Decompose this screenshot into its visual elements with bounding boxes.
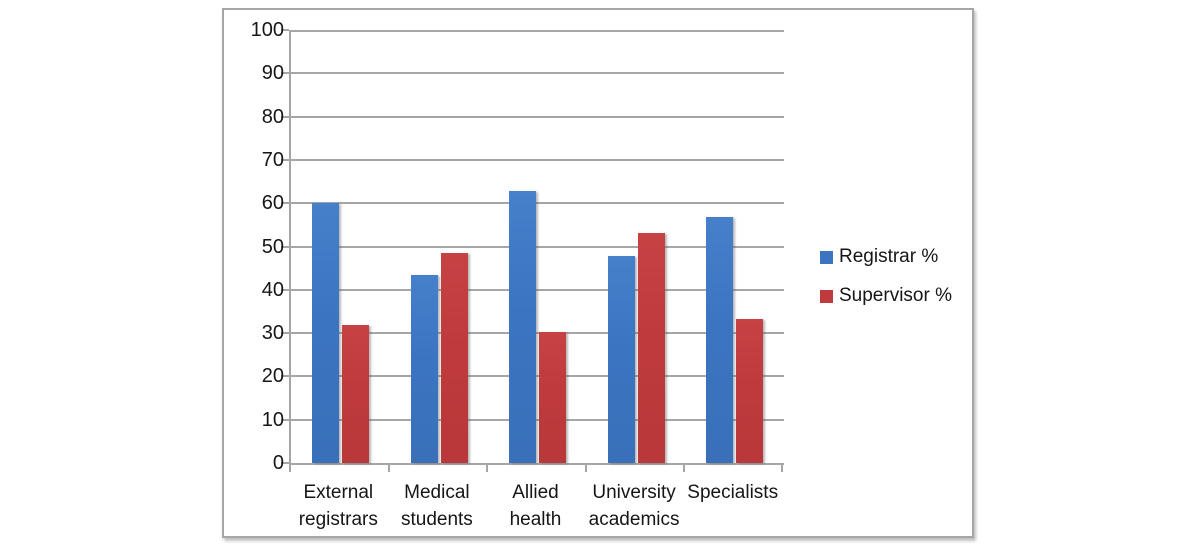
x-axis-tick-0: [289, 465, 291, 472]
y-axis-tick-40: [281, 288, 289, 291]
x-axis-label-specialists: Specialists: [687, 482, 779, 503]
y-axis-label-70: 70: [261, 148, 284, 171]
y-axis-tick-10: [281, 418, 289, 421]
y-axis-tick-100: [281, 29, 289, 31]
legend-item-registrar: Registrar %: [820, 244, 952, 270]
y-axis-label-20: 20: [261, 365, 284, 388]
y-axis-label-60: 60: [261, 192, 284, 215]
x-axis-tick-1: [387, 465, 390, 472]
y-axis-tick-30: [281, 332, 289, 335]
bar-registrar-allied-health: [509, 191, 537, 463]
bar-supervisor-external-registrars: [342, 325, 369, 463]
y-axis-tick-60: [281, 202, 289, 205]
gridline-10: [291, 418, 784, 421]
x-axis-label-allied-health: Allied health: [509, 482, 562, 530]
bar-registrar-specialists: [706, 217, 734, 463]
y-axis-label-10: 10: [261, 408, 284, 431]
y-axis-label-30: 30: [261, 322, 284, 345]
y-axis-label-80: 80: [261, 105, 284, 128]
x-axis-tick-5: [781, 465, 783, 472]
bar-registrar-external-registrars: [312, 203, 339, 463]
plot-area: [289, 30, 784, 465]
chart-frame: 0 10 20 30 40 50 60 70 80 90 100 External registra…: [222, 8, 974, 538]
gridline-70: [291, 158, 784, 161]
gridline-30: [291, 332, 784, 335]
y-axis-tick-0: [281, 462, 289, 464]
bar-registrar-university-academics: [607, 256, 635, 463]
gridline-50: [291, 245, 784, 248]
x-axis-tick-2: [486, 465, 489, 472]
gridline-20: [291, 375, 784, 378]
x-axis-label-university-academics: University academics: [588, 482, 680, 530]
x-axis-tick-3: [584, 465, 587, 472]
bar-registrar-medical-students: [410, 274, 438, 463]
bar-supervisor-specialists: [736, 318, 764, 463]
legend-label-registrar: Registrar %: [839, 246, 939, 267]
legend: Registrar % Supervisor %: [820, 244, 952, 322]
y-axis-tick-80: [281, 115, 289, 118]
y-axis-label-100: 100: [250, 19, 284, 41]
y-axis-tick-50: [281, 245, 289, 248]
legend-item-supervisor: Supervisor %: [820, 283, 952, 309]
y-axis-tick-70: [281, 158, 289, 161]
gridline-100: [291, 30, 784, 32]
y-axis-tick-90: [281, 72, 289, 75]
legend-swatch-registrar-icon: [820, 250, 833, 264]
legend-swatch-supervisor-icon: [820, 289, 833, 303]
y-axis-label-90: 90: [261, 62, 284, 85]
y-axis-tick-20: [281, 375, 289, 378]
gridline-80: [291, 115, 784, 118]
gridline-40: [291, 288, 784, 291]
gridline-90: [291, 72, 784, 75]
bar-supervisor-university-academics: [637, 233, 665, 463]
y-axis-label-50: 50: [261, 235, 284, 258]
bar-supervisor-allied-health: [539, 331, 567, 463]
y-axis-label-0: 0: [272, 452, 284, 474]
gridline-60: [291, 202, 784, 205]
bar-supervisor-medical-students: [440, 253, 468, 463]
y-axis-label-40: 40: [261, 278, 284, 301]
x-axis-label-external-registrars: External registrars: [298, 482, 378, 530]
x-axis-label-medical-students: Medical students: [400, 482, 473, 530]
legend-label-supervisor: Supervisor %: [839, 285, 952, 306]
x-axis-tick-4: [683, 465, 686, 472]
